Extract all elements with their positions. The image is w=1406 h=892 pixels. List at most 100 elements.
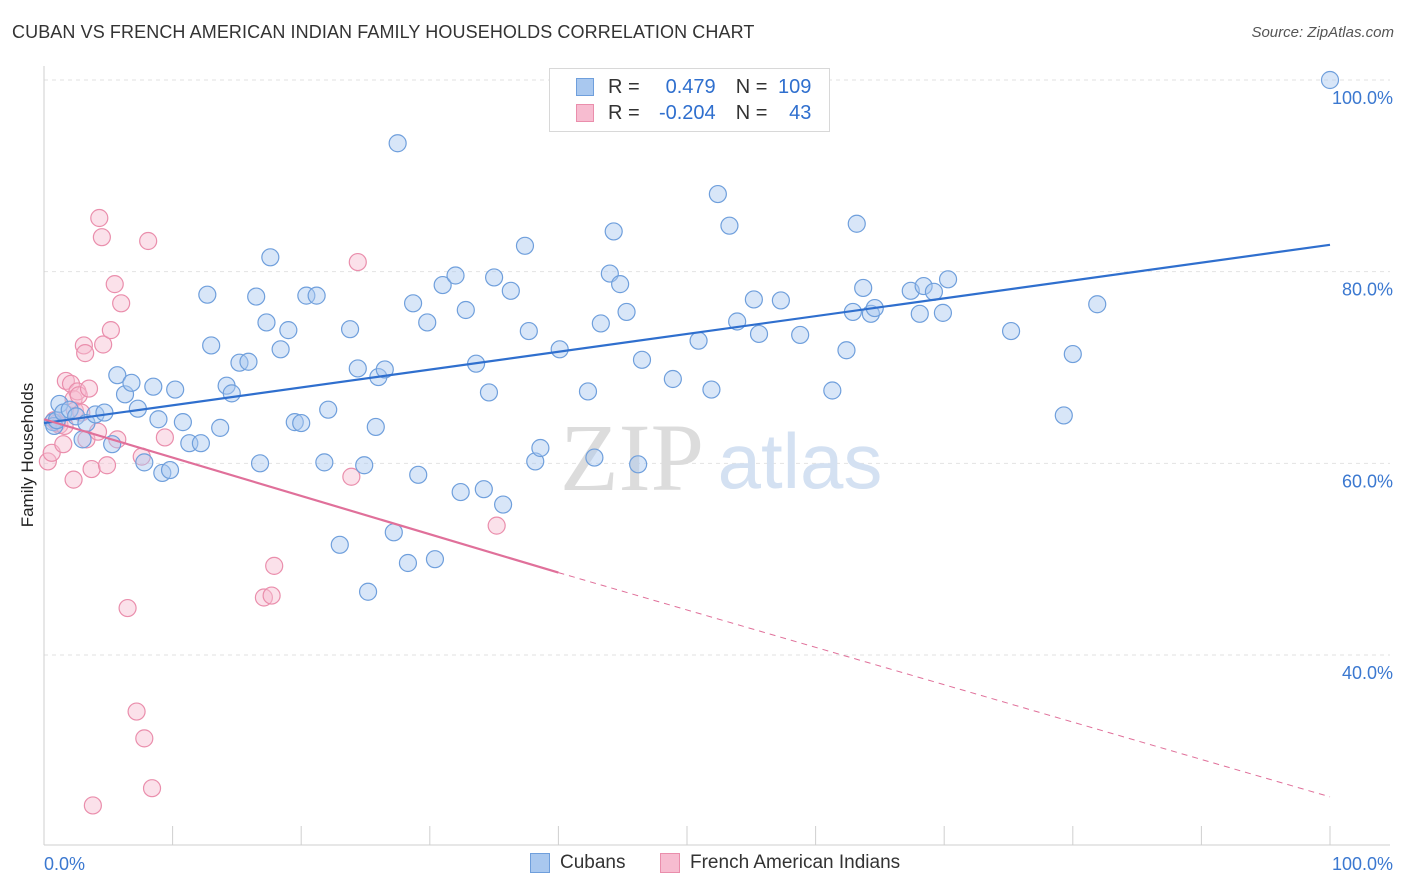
cubans-point <box>744 290 763 309</box>
cubans-point <box>239 352 258 371</box>
correlation-legend: R = 0.479 N = 109 R = -0.204 N = 43 <box>549 68 830 132</box>
x-tick-label: 100.0% <box>1332 854 1393 874</box>
legend-r-value: 0.479 <box>665 75 716 98</box>
cubans-point <box>166 380 185 399</box>
cubans-point <box>1054 406 1073 425</box>
cubans-point <box>202 336 221 355</box>
cubans-point <box>924 282 944 301</box>
legend-r-label: R = <box>608 75 640 98</box>
cubans-point <box>261 248 280 267</box>
french-american-indians-point <box>92 228 111 247</box>
cubans-point <box>663 369 682 389</box>
chart-title: CUBAN VS FRENCH AMERICAN INDIAN FAMILY H… <box>12 22 755 42</box>
legend-row-cubans: R = 0.479 N = 109 <box>576 74 811 100</box>
cubans-point <box>388 134 407 153</box>
series-french-american-indians <box>38 208 506 815</box>
french-american-indians-point <box>112 294 131 313</box>
legend-r-label: R = <box>608 101 640 124</box>
french-american-indians-point <box>38 452 57 471</box>
cubans-point <box>629 455 648 474</box>
french-american-indians-point <box>56 371 75 391</box>
cubans-point <box>279 321 298 340</box>
cubans-point <box>307 286 326 305</box>
trend-line-french-american-indians <box>43 418 559 574</box>
cubans-point <box>135 453 154 472</box>
cubans-point <box>515 236 535 255</box>
cubans-point <box>271 340 290 359</box>
cubans-point <box>149 410 168 429</box>
legend-n-label: N = <box>735 75 768 98</box>
y-tick-label: 60.0% <box>1342 471 1393 491</box>
cubans-point <box>425 550 445 569</box>
french-american-indians-point <box>118 598 137 618</box>
cubans-point <box>585 448 604 467</box>
cubans-point <box>550 340 569 359</box>
french-american-indians-point <box>265 556 284 575</box>
cubans-point <box>604 222 623 241</box>
trend-lines <box>43 243 1331 798</box>
cubans-point <box>409 465 428 484</box>
cubans-point <box>348 359 367 378</box>
cubans-point <box>632 350 652 369</box>
cubans-point <box>1320 70 1340 90</box>
cubans-point <box>771 291 790 310</box>
cubans-point <box>292 413 311 433</box>
cubans-point <box>689 331 708 350</box>
cubans-point <box>340 320 360 339</box>
cubans-point <box>938 270 958 289</box>
legend-label-cubans: Cubans <box>560 852 626 873</box>
french-american-indians-point <box>97 456 117 475</box>
series-legend: Cubans French American Indians <box>0 852 1406 878</box>
cubans-point <box>319 400 338 419</box>
cubans-point <box>578 382 598 401</box>
cubans-point <box>115 385 135 404</box>
french-american-indians-point <box>82 459 101 479</box>
cubans-point <box>749 324 769 344</box>
legend-swatch-cubans <box>530 853 550 873</box>
cubans-point <box>519 321 538 341</box>
cubans-point <box>720 216 739 235</box>
cubans-point <box>451 482 470 502</box>
legend-r-value: -0.204 <box>658 101 716 124</box>
french-american-indians-point <box>142 779 162 798</box>
cubans-point <box>474 480 493 499</box>
french-american-indians-point <box>139 231 158 251</box>
legend-swatch-french-american-indians <box>576 104 594 122</box>
legend-swatch-cubans <box>576 78 594 96</box>
cubans-point <box>433 275 452 295</box>
y-tick-label: 100.0% <box>1332 88 1393 108</box>
french-american-indians-point <box>348 252 367 272</box>
cubans-point <box>60 400 79 419</box>
cubans-point <box>247 287 266 306</box>
cubans-point <box>198 285 217 304</box>
french-american-indians-point <box>342 467 361 486</box>
x-tick-label: 0.0% <box>44 854 85 874</box>
cubans-point <box>847 214 866 233</box>
french-american-indians-point <box>69 386 88 405</box>
cubans-point <box>297 286 316 305</box>
legend-n-label: N = <box>735 101 768 124</box>
cubans-point <box>479 383 499 402</box>
cubans-point <box>250 454 270 473</box>
french-american-indians-point <box>127 702 146 721</box>
cubans-point <box>1001 321 1021 341</box>
french-american-indians-point <box>487 516 506 535</box>
watermark: ZIP atlas <box>560 404 882 511</box>
legend-item-cubans: Cubans <box>530 852 626 874</box>
cubans-point <box>108 366 127 385</box>
trend-line-french-american-indians-extrapolated <box>558 572 1331 798</box>
legend-swatch-french-american-indians <box>660 853 680 873</box>
legend-row-french-american-indians: R = -0.204 N = 43 <box>576 100 811 126</box>
french-american-indians-point <box>101 321 120 340</box>
cubans-point <box>1088 295 1107 314</box>
cubans-point <box>485 268 504 287</box>
french-american-indians-point <box>135 729 154 748</box>
french-american-indians-point <box>54 435 73 454</box>
french-american-indians-point <box>76 344 95 363</box>
cubans-point <box>358 582 378 601</box>
french-american-indians-point <box>105 275 124 294</box>
french-american-indians-point <box>74 336 93 355</box>
cubans-point <box>526 452 545 471</box>
cubans-point <box>122 373 141 392</box>
